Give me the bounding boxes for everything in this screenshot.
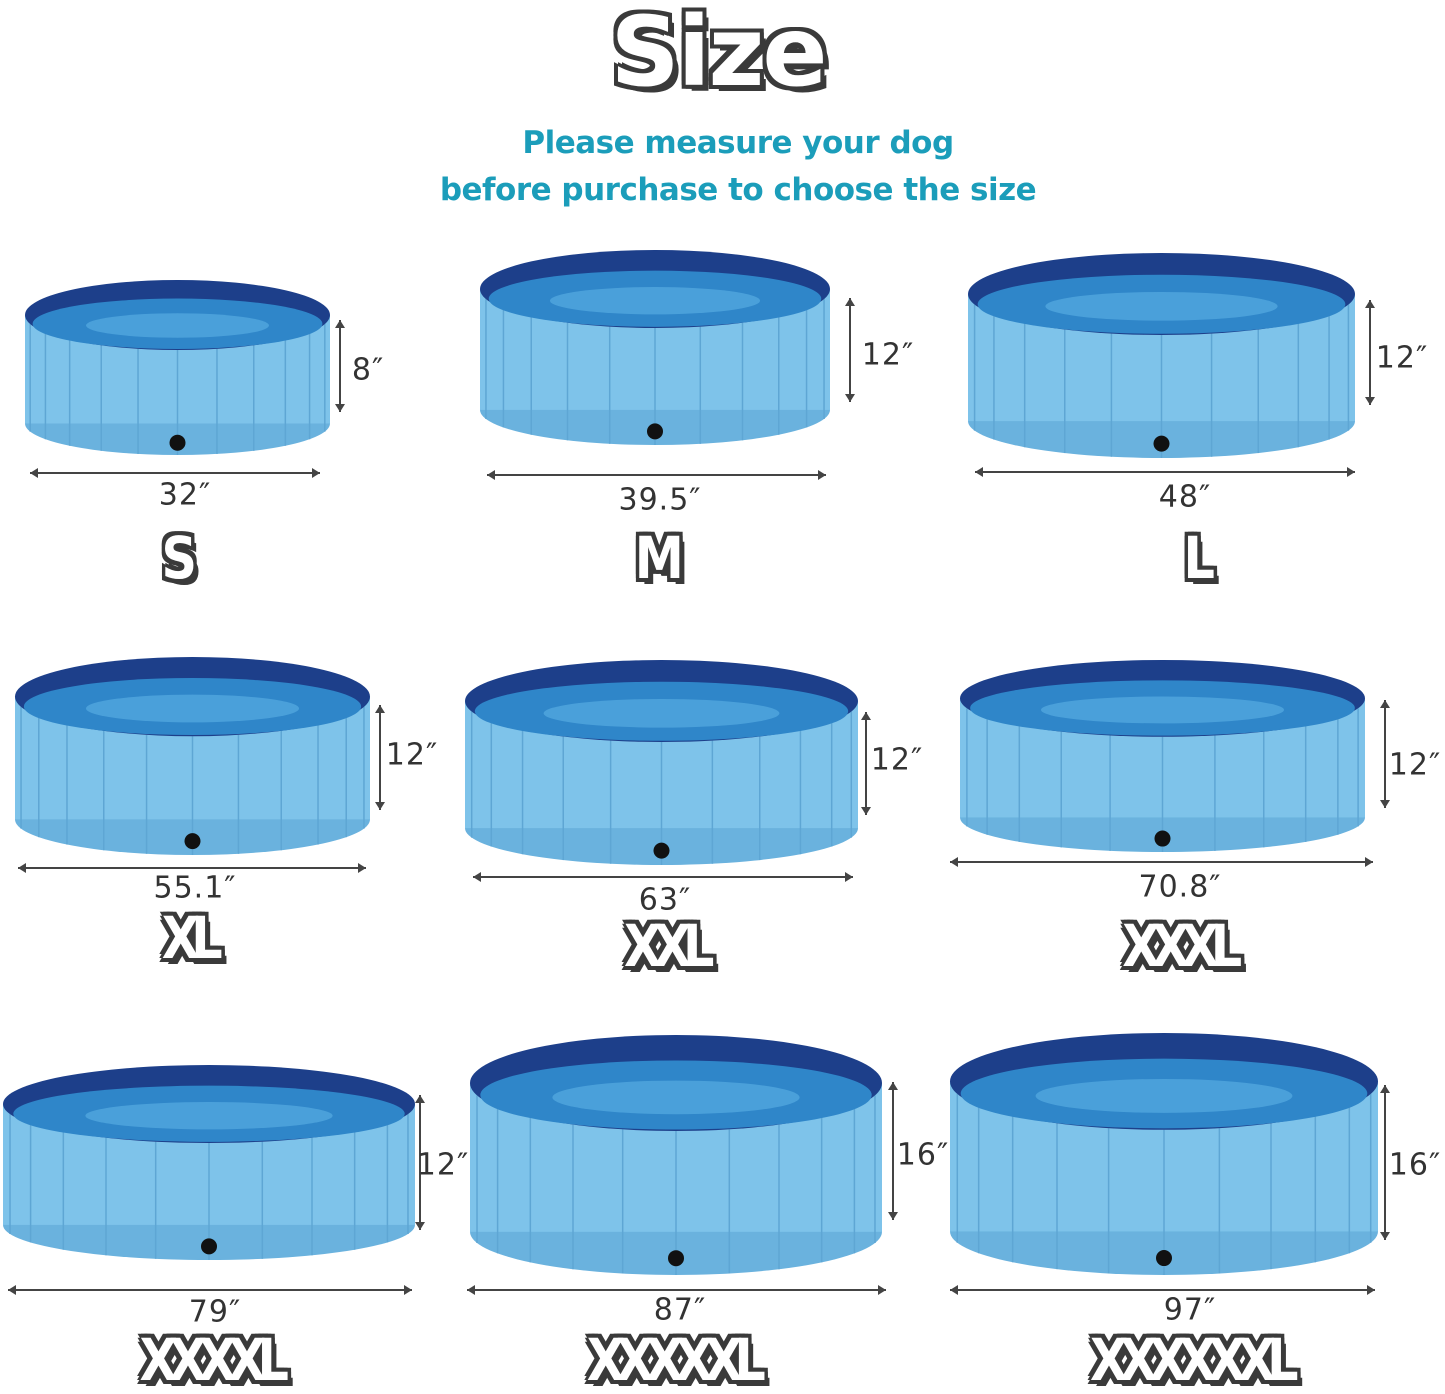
size-label: S: [161, 524, 196, 592]
diameter-label: 63″: [638, 882, 692, 918]
subtitle-line-2: before purchase to choose the size: [439, 172, 1037, 208]
diameter-label: 97″: [1163, 1292, 1217, 1328]
arrowhead-down-icon: [375, 802, 385, 810]
height-label: 16″: [1388, 1147, 1442, 1183]
water-highlight: [550, 287, 760, 315]
arrowhead-down-icon: [1380, 1232, 1390, 1240]
arrowhead-up-icon: [845, 298, 855, 306]
size-label: XL: [161, 904, 223, 972]
drain-plug-icon: [169, 434, 186, 451]
arrowhead-right-icon: [358, 863, 366, 873]
height-label: 12″: [385, 737, 439, 773]
arrowhead-left-icon: [487, 470, 495, 480]
diameter-label: 32″: [158, 477, 212, 513]
arrowhead-left-icon: [473, 872, 481, 882]
arrowhead-right-icon: [818, 470, 826, 480]
water-highlight: [1045, 291, 1278, 321]
arrowhead-right-icon: [878, 1285, 886, 1295]
pool-image-xxxxl: [3, 1065, 415, 1260]
height-label: 12″: [1388, 747, 1442, 783]
arrowhead-right-icon: [312, 468, 320, 478]
water-highlight: [85, 1102, 333, 1130]
arrowhead-left-icon: [18, 863, 26, 873]
subtitle-line-1: Please measure your dog: [522, 125, 954, 161]
size-label: XXXL: [1122, 912, 1242, 980]
arrowhead-left-icon: [950, 857, 958, 867]
arrowhead-up-icon: [375, 705, 385, 713]
arrowhead-right-icon: [845, 872, 853, 882]
arrowhead-up-icon: [415, 1095, 425, 1103]
drain-plug-icon: [201, 1238, 217, 1255]
size-label: XXL: [624, 912, 714, 980]
size-label: XXXXXL: [586, 1326, 766, 1394]
diameter-label: 70.8″: [1138, 869, 1222, 905]
pool-image-s: [25, 280, 330, 455]
arrowhead-left-icon: [467, 1285, 475, 1295]
water-highlight: [552, 1080, 800, 1115]
drain-plug-icon: [653, 842, 670, 859]
diameter-label: 79″: [188, 1294, 242, 1330]
height-label: 12″: [870, 742, 924, 778]
arrowhead-up-icon: [335, 320, 345, 328]
water-highlight: [86, 694, 299, 723]
arrowhead-left-icon: [975, 467, 983, 477]
height-label: 8″: [351, 352, 385, 388]
arrowhead-down-icon: [861, 807, 871, 815]
arrowhead-down-icon: [335, 404, 345, 412]
size-label: XXXXXXL: [1090, 1326, 1298, 1394]
size-label: XXXXL: [139, 1326, 289, 1394]
arrowhead-down-icon: [845, 394, 855, 402]
drain-plug-icon: [1154, 830, 1171, 847]
height-label: 12″: [861, 337, 915, 373]
arrowhead-up-icon: [1380, 1085, 1390, 1093]
pool-image-l: [968, 253, 1355, 458]
height-label: 12″: [416, 1147, 470, 1183]
diameter-label: 48″: [1158, 479, 1212, 515]
page-title: Size: [610, 0, 827, 108]
arrowhead-left-icon: [8, 1285, 16, 1295]
pool-image-xxl: [465, 660, 858, 865]
diameter-label: 87″: [653, 1292, 707, 1328]
arrowhead-up-icon: [888, 1082, 898, 1090]
arrowhead-left-icon: [950, 1285, 958, 1295]
arrowhead-up-icon: [1365, 300, 1375, 308]
arrowhead-up-icon: [1380, 700, 1390, 708]
height-label: 16″: [896, 1137, 950, 1173]
arrowhead-down-icon: [1365, 397, 1375, 405]
arrowhead-right-icon: [404, 1285, 412, 1295]
pool-image-xxxxxl: [470, 1035, 882, 1275]
size-label: M: [634, 524, 684, 592]
arrowhead-right-icon: [1367, 1285, 1375, 1295]
drain-plug-icon: [184, 833, 201, 850]
water-highlight: [543, 698, 780, 728]
height-label: 12″: [1375, 340, 1429, 376]
pool-image-m: [480, 250, 830, 445]
arrowhead-left-icon: [30, 468, 38, 478]
arrowhead-right-icon: [1365, 857, 1373, 867]
drain-plug-icon: [1153, 435, 1170, 452]
arrowhead-down-icon: [888, 1212, 898, 1220]
water-highlight: [86, 313, 269, 338]
arrowhead-right-icon: [1347, 467, 1355, 477]
size-label: L: [1183, 524, 1215, 592]
drain-plug-icon: [647, 423, 663, 440]
drain-plug-icon: [1156, 1250, 1172, 1267]
pool-image-xxxl: [960, 660, 1365, 852]
water-highlight: [1035, 1078, 1293, 1113]
water-highlight: [1041, 696, 1284, 724]
pool-image-xxxxxxl: [950, 1033, 1378, 1275]
arrowhead-down-icon: [1380, 800, 1390, 808]
arrowhead-up-icon: [861, 712, 871, 720]
arrowhead-down-icon: [415, 1222, 425, 1230]
drain-plug-icon: [668, 1250, 684, 1267]
pool-image-xl: [15, 657, 370, 855]
diameter-label: 55.1″: [153, 870, 237, 906]
diameter-label: 39.5″: [618, 482, 702, 518]
